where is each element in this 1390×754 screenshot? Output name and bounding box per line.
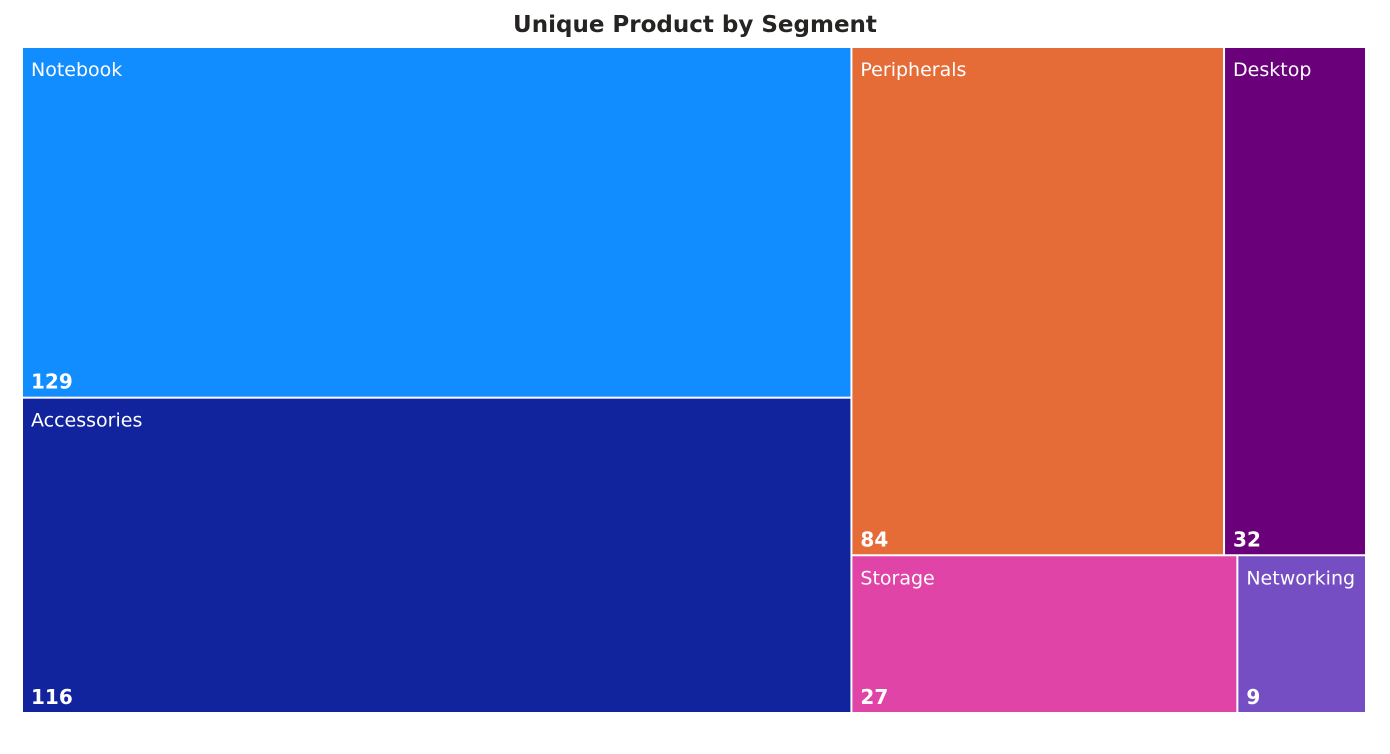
treemap-rect-storage[interactable] (852, 556, 1237, 712)
treemap-rect-accessories[interactable] (23, 398, 851, 712)
treemap-value-storage: 27 (860, 685, 888, 709)
treemap-value-accessories: 116 (31, 685, 73, 709)
treemap-label-desktop: Desktop (1233, 59, 1311, 81)
treemap-value-networking: 9 (1246, 685, 1260, 709)
treemap-tile-storage[interactable]: Storage 27 (852, 556, 1237, 712)
treemap-rect-peripherals[interactable] (852, 48, 1224, 555)
treemap-value-notebook: 129 (31, 370, 73, 394)
treemap-rect-notebook[interactable] (23, 48, 851, 397)
treemap-value-peripherals: 84 (860, 527, 888, 551)
treemap-label-peripherals: Peripherals (860, 59, 966, 81)
treemap-tile-desktop[interactable]: Desktop 32 (1225, 48, 1365, 555)
treemap-tile-peripherals[interactable]: Peripherals 84 (852, 48, 1224, 555)
treemap-label-notebook: Notebook (31, 59, 122, 81)
treemap-tile-accessories[interactable]: Accessories 116 (23, 398, 851, 712)
treemap-tile-networking[interactable]: Networking 9 (1238, 556, 1365, 712)
chart-title: Unique Product by Segment (513, 12, 877, 38)
treemap-value-desktop: 32 (1233, 527, 1261, 551)
treemap-tiles: Notebook 129 Accessories 116 Peripherals 84 De… (23, 48, 1365, 712)
treemap-label-networking: Networking (1246, 567, 1355, 589)
treemap-label-accessories: Accessories (31, 410, 142, 432)
treemap-label-storage: Storage (860, 567, 934, 589)
treemap-rect-desktop[interactable] (1225, 48, 1365, 555)
treemap-tile-notebook[interactable]: Notebook 129 (23, 48, 851, 397)
treemap-rect-networking[interactable] (1238, 556, 1365, 712)
